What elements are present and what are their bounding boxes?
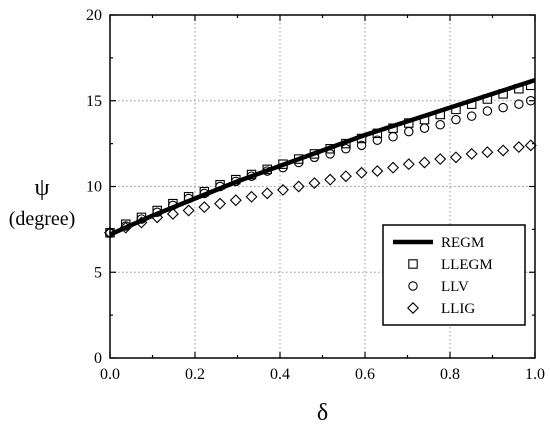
data-point bbox=[166, 207, 179, 220]
data-point bbox=[168, 200, 178, 211]
x-tick-label: 0.2 bbox=[185, 366, 205, 383]
data-point bbox=[245, 190, 258, 203]
data-point bbox=[215, 181, 225, 192]
data-point bbox=[481, 146, 494, 159]
data-point bbox=[278, 159, 288, 169]
legend-marker-swatch bbox=[408, 281, 418, 291]
data-point bbox=[449, 151, 462, 164]
series-line bbox=[109, 78, 536, 237]
legend-label: LLEGM bbox=[441, 257, 493, 273]
legend-item: LLV bbox=[408, 279, 469, 295]
data-point bbox=[231, 176, 241, 187]
data-point bbox=[276, 183, 289, 196]
legend: REGM LLEGM LLV LLIG bbox=[382, 224, 526, 326]
y-tick-label: 20 bbox=[86, 7, 102, 24]
data-point bbox=[465, 147, 478, 160]
data-point bbox=[388, 132, 398, 142]
data-point bbox=[325, 149, 335, 159]
data-point bbox=[514, 99, 524, 109]
data-point bbox=[466, 99, 477, 109]
y-tick-label: 0 bbox=[94, 350, 102, 367]
data-point bbox=[482, 106, 493, 116]
data-point bbox=[183, 193, 194, 204]
data-point bbox=[341, 144, 351, 154]
x-tick-label: 0.0 bbox=[100, 366, 120, 383]
y-axis-label-symbol: ψ bbox=[34, 175, 49, 201]
data-point bbox=[372, 135, 383, 145]
legend-item: LLEGM bbox=[408, 257, 493, 273]
y-tick-label: 5 bbox=[94, 264, 102, 281]
data-point bbox=[355, 166, 368, 179]
x-tick-label: 0.8 bbox=[440, 366, 460, 383]
grid-lines bbox=[110, 15, 535, 358]
legend-label: LLV bbox=[441, 279, 469, 295]
data-point bbox=[482, 94, 493, 104]
y-tick-label: 10 bbox=[86, 179, 102, 196]
data-point bbox=[151, 211, 164, 224]
x-axis-label: δ bbox=[317, 400, 328, 426]
legend-marker-swatch bbox=[407, 302, 419, 314]
data-point bbox=[371, 165, 384, 178]
data-point bbox=[199, 188, 210, 199]
data-point bbox=[512, 141, 525, 154]
legend-label: LLIG bbox=[441, 301, 475, 317]
data-point bbox=[402, 158, 415, 171]
x-tick-label: 1.0 bbox=[525, 366, 545, 383]
data-point bbox=[339, 170, 352, 183]
data-point bbox=[451, 104, 461, 115]
data-point bbox=[466, 111, 477, 121]
data-point bbox=[198, 201, 211, 214]
data-point bbox=[182, 204, 195, 217]
series-regm bbox=[109, 78, 536, 237]
data-point bbox=[292, 180, 305, 193]
data-point bbox=[229, 194, 242, 207]
x-tick-label: 0.6 bbox=[355, 366, 375, 383]
data-point bbox=[308, 177, 321, 190]
data-point bbox=[451, 114, 461, 125]
data-point bbox=[293, 154, 304, 164]
data-point bbox=[262, 166, 272, 176]
data-point bbox=[152, 207, 162, 217]
data-point bbox=[435, 120, 445, 130]
legend-marker-swatch bbox=[408, 259, 418, 269]
data-point bbox=[246, 171, 257, 181]
data-point bbox=[387, 161, 400, 174]
data-point bbox=[324, 173, 337, 186]
x-tick-label: 0.4 bbox=[270, 366, 290, 383]
data-point bbox=[434, 153, 447, 166]
legend-item: REGM bbox=[393, 235, 484, 251]
legend-label: REGM bbox=[441, 235, 484, 251]
data-point bbox=[356, 140, 367, 151]
legend-item: LLIG bbox=[407, 301, 475, 317]
data-point bbox=[309, 149, 320, 159]
data-point bbox=[498, 89, 508, 99]
data-point bbox=[325, 144, 335, 154]
data-point bbox=[214, 197, 227, 210]
data-point bbox=[404, 126, 414, 137]
axis-tick-labels: 0.0 0.2 0.4 0.6 0.8 1.0 0 5 10 15 20 bbox=[86, 7, 545, 383]
data-point bbox=[119, 221, 132, 234]
data-point bbox=[278, 162, 288, 173]
data-point bbox=[419, 123, 430, 133]
y-tick-label: 15 bbox=[86, 93, 102, 110]
series-llegm bbox=[105, 80, 536, 238]
series-llig bbox=[104, 139, 537, 239]
data-point bbox=[418, 156, 431, 169]
data-point bbox=[341, 138, 351, 149]
data-point bbox=[309, 152, 320, 163]
data-point bbox=[261, 187, 274, 200]
data-point bbox=[356, 133, 367, 144]
plot-series bbox=[104, 78, 537, 239]
y-axis-label-unit: (degree) bbox=[9, 208, 76, 230]
data-point bbox=[498, 102, 508, 113]
data-point bbox=[514, 83, 524, 94]
data-point bbox=[136, 214, 147, 224]
data-point bbox=[497, 144, 510, 157]
data-point bbox=[372, 128, 383, 139]
data-point bbox=[293, 157, 304, 168]
axis-ticks bbox=[109, 14, 536, 359]
data-point bbox=[135, 216, 148, 229]
data-point bbox=[435, 109, 445, 120]
